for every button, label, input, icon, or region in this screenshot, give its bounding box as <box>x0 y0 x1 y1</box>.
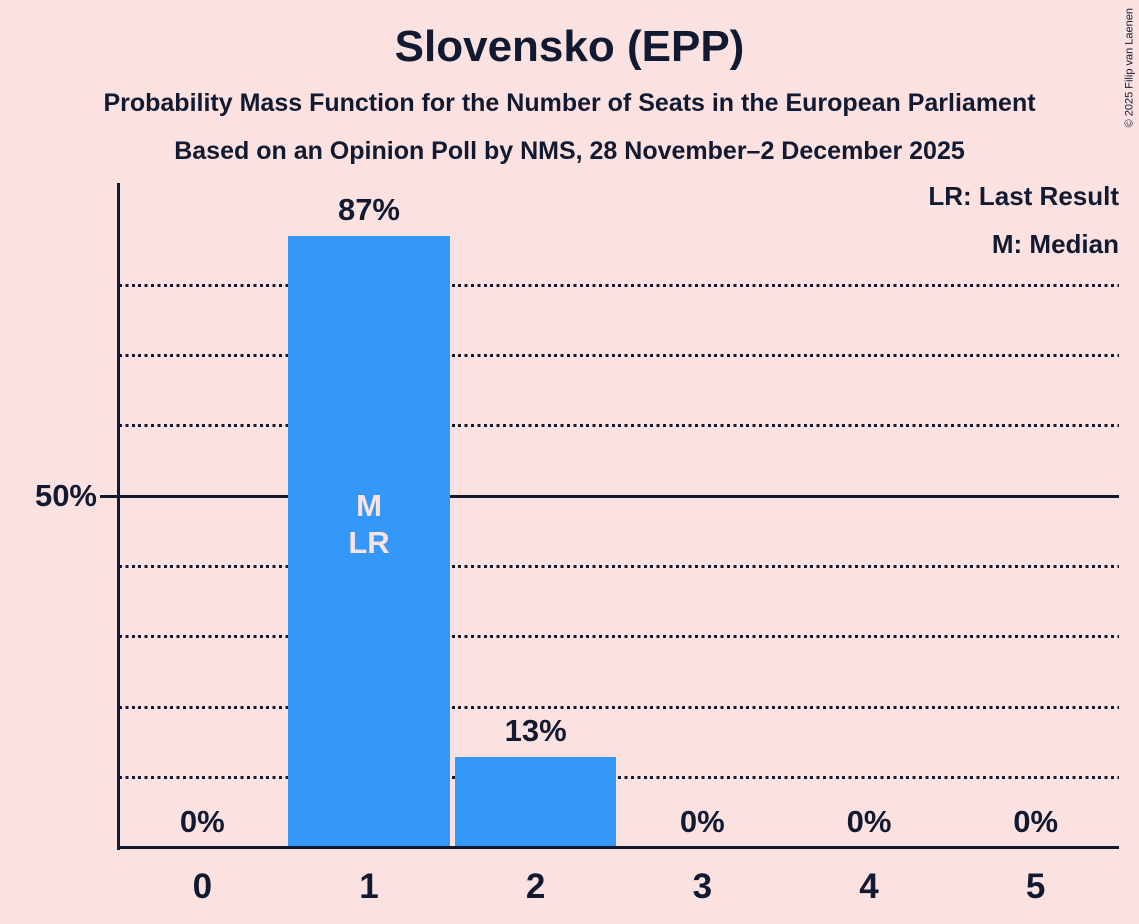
bar-value-label-1: 87% <box>337 191 400 227</box>
bar-value-label-4: 0% <box>846 804 892 839</box>
y-gridline-dotted-10pct <box>119 776 1119 780</box>
y-gridline-dotted-80pct <box>119 283 1119 287</box>
chart-subtitle-method: Probability Mass Function for the Number… <box>103 89 1036 117</box>
y-gridline-dotted-30pct <box>119 635 1119 639</box>
bar-seats-1 <box>288 235 450 848</box>
chart-subtitle-source: Based on an Opinion Poll by NMS, 28 Nove… <box>174 137 965 165</box>
x-tick-label-1: 1 <box>359 867 379 906</box>
y-gridline-dotted-70pct <box>119 353 1119 357</box>
x-tick-label-5: 5 <box>1025 867 1046 906</box>
plot-area <box>117 183 1119 850</box>
bar-value-label-5: 0% <box>1013 804 1059 839</box>
bar-value-label-2: 13% <box>504 712 567 748</box>
y-axis-line <box>117 183 120 850</box>
last-result-marker-label: LR <box>348 524 390 560</box>
bar-value-label-3: 0% <box>679 804 725 839</box>
bar-annotation-median-last-result: M LR <box>286 487 453 561</box>
bar-seats-2 <box>454 756 617 848</box>
x-tick-label-2: 2 <box>525 867 546 906</box>
y-gridline-dotted-20pct <box>119 705 1119 709</box>
x-tick-label-3: 3 <box>692 867 713 906</box>
bar-value-label-0: 0% <box>179 804 225 839</box>
y-gridline-50pct-solid <box>100 494 1119 498</box>
copyright-notice: © 2025 Filip van Laenen <box>1123 8 1135 128</box>
x-tick-label-4: 4 <box>859 867 879 906</box>
x-tick-label-0: 0 <box>192 867 213 906</box>
x-axis-line <box>119 846 1119 849</box>
legend-last-result: LR: Last Result <box>928 181 1119 211</box>
legend-median: M: Median <box>991 229 1119 259</box>
median-marker-label: M <box>356 487 382 523</box>
y-gridline-dotted-60pct <box>119 424 1119 428</box>
y-gridline-dotted-40pct <box>119 565 1119 569</box>
y-axis-tick-label: 50% <box>34 478 97 513</box>
chart-title: Slovensko (EPP) <box>394 22 745 71</box>
